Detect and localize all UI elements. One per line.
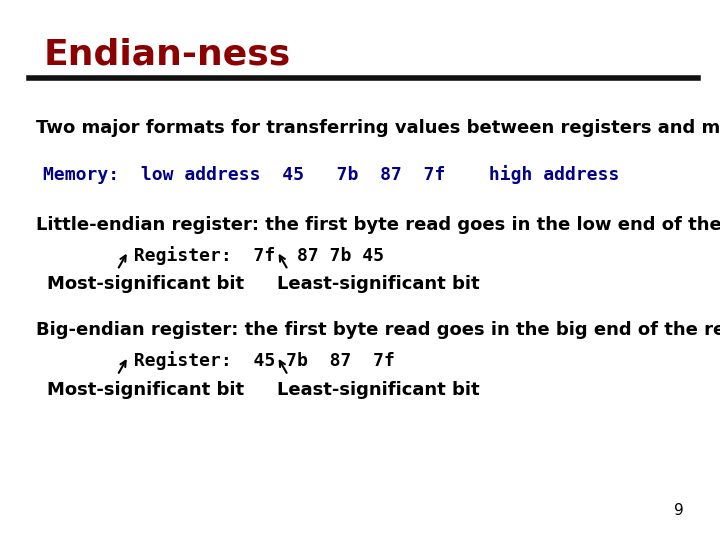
Text: Least-significant bit: Least-significant bit <box>277 381 480 399</box>
Text: Two major formats for transferring values between registers and memory: Two major formats for transferring value… <box>36 119 720 137</box>
Text: 9: 9 <box>674 503 684 518</box>
Text: Little-endian register: the first byte read goes in the low end of the register: Little-endian register: the first byte r… <box>36 216 720 234</box>
Text: Register:  45 7b  87  7f: Register: 45 7b 87 7f <box>36 351 395 370</box>
Text: Big-endian register: the first byte read goes in the big end of the register: Big-endian register: the first byte read… <box>36 321 720 339</box>
Text: Least-significant bit: Least-significant bit <box>277 275 480 293</box>
Text: Most-significant bit: Most-significant bit <box>47 275 244 293</box>
Text: Memory:  low address  45   7b  87  7f    high address: Memory: low address 45 7b 87 7f high add… <box>43 165 620 184</box>
Text: Most-significant bit: Most-significant bit <box>47 381 244 399</box>
Text: Register:  7f  87 7b 45: Register: 7f 87 7b 45 <box>36 246 384 265</box>
Text: Endian-ness: Endian-ness <box>43 38 290 72</box>
